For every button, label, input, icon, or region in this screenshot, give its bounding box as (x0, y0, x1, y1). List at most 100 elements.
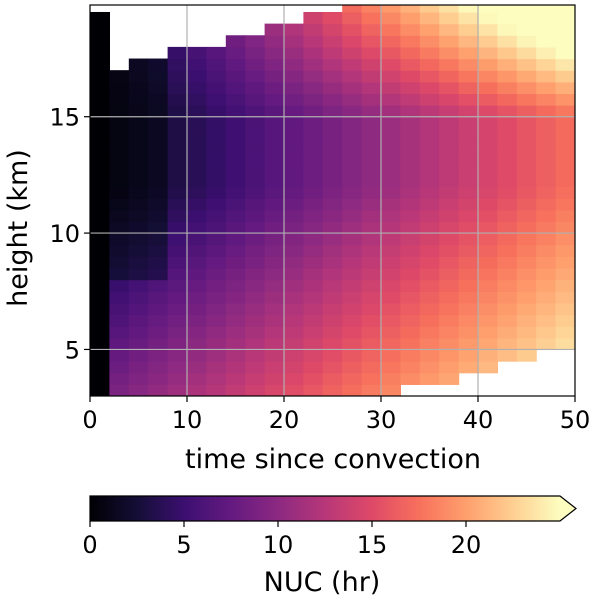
heatmap-cell (478, 81, 498, 95)
heatmap-cell (381, 372, 401, 385)
heatmap-cell (419, 151, 440, 164)
heatmap-cell (555, 105, 575, 118)
heatmap-cell (439, 267, 460, 281)
heatmap-cell (128, 186, 149, 199)
heatmap-cell (303, 337, 324, 351)
heatmap-cell (148, 209, 169, 223)
heatmap-cell (497, 163, 518, 176)
heatmap-cell (439, 326, 460, 339)
heatmap-cell (361, 139, 382, 153)
heatmap-cell (303, 244, 324, 257)
heatmap-cell (187, 46, 207, 60)
heatmap-cell (478, 163, 498, 176)
heatmap-cell (381, 291, 401, 304)
heatmap-cell (516, 35, 537, 48)
heatmap-cell (400, 279, 421, 292)
heatmap-cell (478, 221, 498, 234)
heatmap-cell (381, 151, 401, 164)
y-tick-label: 5 (65, 336, 80, 364)
heatmap-cell (439, 221, 460, 234)
heatmap-cell (206, 105, 227, 118)
heatmap-cell (555, 23, 575, 36)
heatmap-cell (187, 151, 207, 164)
x-tick-label: 20 (269, 406, 300, 434)
heatmap-cell (555, 46, 575, 60)
heatmap-cell (303, 93, 324, 106)
heatmap-cell (322, 291, 343, 304)
heatmap-cell (225, 93, 246, 106)
heatmap-cell (148, 302, 169, 316)
heatmap-cell (458, 81, 479, 95)
heatmap-cell (381, 198, 401, 211)
heatmap-cell (167, 256, 188, 269)
heatmap-cell (225, 244, 246, 257)
heatmap-cell (458, 174, 479, 188)
heatmap-cell (128, 163, 149, 176)
heatmap-cell (342, 186, 363, 199)
heatmap-cell (555, 11, 575, 25)
heatmap-cell (264, 139, 285, 153)
heatmap-cell (245, 221, 266, 234)
heatmap-cell (536, 256, 557, 269)
heatmap-cell (264, 372, 285, 385)
heatmap-cell (536, 326, 557, 339)
heatmap-cell (516, 105, 537, 118)
heatmap-cell (90, 93, 110, 106)
heatmap-cell (361, 35, 382, 48)
heatmap-cell (322, 151, 343, 164)
heatmap-cell (90, 198, 110, 211)
heatmap-cell (400, 233, 421, 246)
heatmap-cell (264, 35, 285, 48)
heatmap-cell (342, 174, 363, 188)
heatmap-cell (361, 70, 382, 83)
heatmap-cell (361, 384, 382, 396)
heatmap-cell (167, 314, 188, 327)
heatmap-cell (187, 128, 207, 141)
heatmap-cell (361, 174, 382, 188)
heatmap-cell (555, 302, 575, 316)
heatmap-cell (400, 23, 421, 36)
heatmap-cell (187, 244, 207, 257)
heatmap-cell (516, 256, 537, 269)
heatmap-cell (264, 349, 285, 362)
heatmap-cell (303, 35, 324, 48)
heatmap-cell (381, 337, 401, 351)
heatmap-cell (400, 128, 421, 141)
heatmap-cell (342, 314, 363, 327)
heatmap-cell (322, 361, 343, 374)
heatmap-cell (206, 116, 227, 129)
heatmap-cell (90, 326, 110, 339)
heatmap-cell (361, 5, 382, 13)
heatmap-cell (148, 291, 169, 304)
heatmap-cell (284, 139, 304, 153)
heatmap-cell (128, 267, 149, 281)
heatmap-cell (381, 384, 401, 396)
heatmap-cell (419, 35, 440, 48)
heatmap-cell (90, 81, 110, 95)
heatmap-cell (419, 46, 440, 60)
heatmap-cell (245, 384, 266, 396)
heatmap-cell (458, 70, 479, 83)
heatmap-cell (516, 58, 537, 71)
heatmap-cell (516, 139, 537, 153)
heatmap-cell (400, 93, 421, 106)
heatmap-cell (109, 279, 130, 292)
heatmap-cell (400, 139, 421, 153)
heatmap-cell (148, 337, 169, 351)
heatmap-cell (90, 58, 110, 71)
heatmap-cell (264, 314, 285, 327)
heatmap-cell (458, 139, 479, 153)
heatmap-cell (458, 361, 479, 374)
heatmap-cell (381, 186, 401, 199)
heatmap-cell (478, 23, 498, 36)
heatmap-cell (516, 11, 537, 25)
heatmap-cell (264, 256, 285, 269)
heatmap-cell (303, 174, 324, 188)
heatmap-cell (536, 233, 557, 246)
heatmap-cell (419, 349, 440, 362)
heatmap-cell (167, 361, 188, 374)
heatmap-cell (245, 337, 266, 351)
heatmap-cell (90, 23, 110, 36)
heatmap-cell (536, 81, 557, 95)
heatmap-cell (225, 233, 246, 246)
